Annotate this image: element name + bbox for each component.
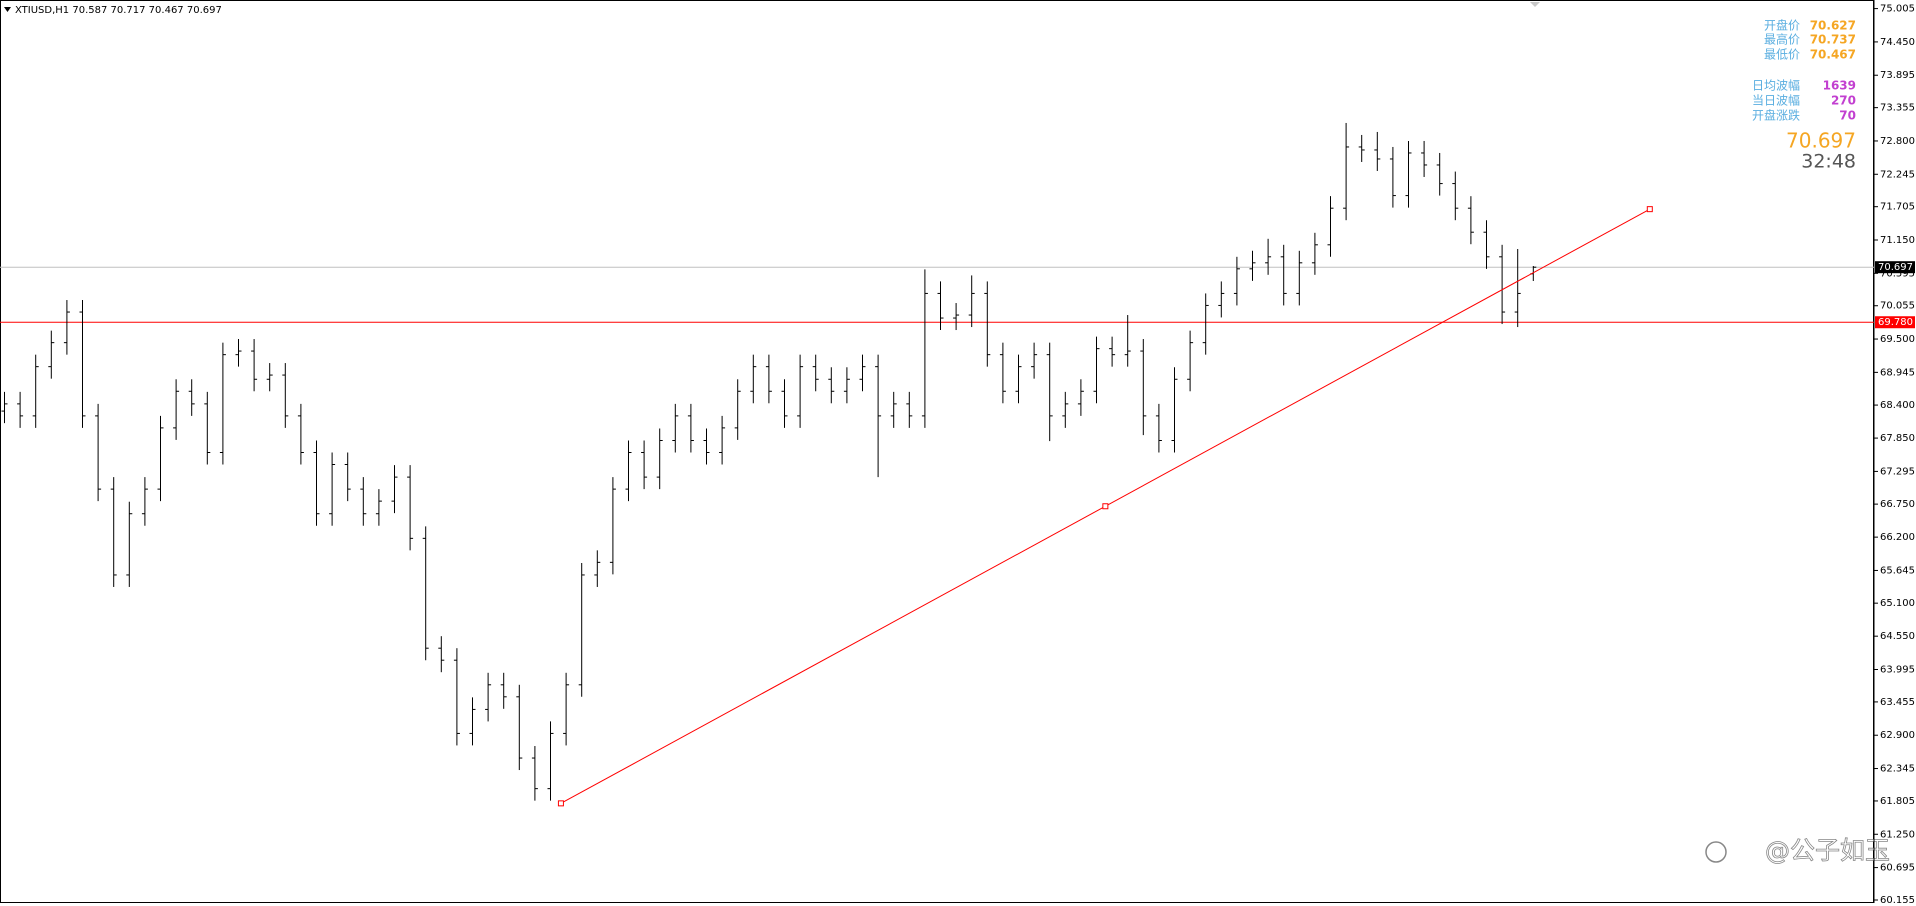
panel-value: 70.627: [1810, 19, 1856, 33]
y-tick-label: 65.100: [1880, 598, 1915, 609]
trendline-handle: [1646, 206, 1653, 213]
y-tick-label: 61.250: [1880, 829, 1915, 840]
price-label: 69.780: [1878, 317, 1913, 328]
chart-title: XTIUSD,H1 70.587 70.717 70.467 70.697: [15, 5, 222, 16]
panel-value: 1639: [1823, 79, 1856, 93]
trendline-mid-handle: [1102, 503, 1109, 510]
watermark-icon: [1705, 841, 1727, 863]
y-tick-label: 63.455: [1880, 697, 1915, 708]
shift-marker: [1530, 2, 1540, 7]
panel-label: 开盘涨跌: [1752, 108, 1800, 123]
panel-price: 70.697: [1786, 129, 1856, 153]
panel-label: 最高价: [1764, 32, 1800, 47]
trendline-handle: [557, 800, 564, 807]
y-tick-label: 67.295: [1880, 466, 1915, 477]
price-label: 70.697: [1878, 262, 1913, 273]
y-tick-label: 72.245: [1880, 169, 1915, 180]
y-tick-label: 62.900: [1880, 730, 1915, 741]
watermark: @公子如玉: [1765, 836, 1890, 865]
panel-value: 70: [1839, 109, 1856, 123]
y-tick-label: 73.895: [1880, 70, 1915, 81]
y-tick-label: 70.055: [1880, 301, 1915, 312]
y-tick-label: 69.500: [1880, 334, 1915, 345]
y-tick-label: 67.850: [1880, 433, 1915, 444]
y-tick-label: 68.945: [1880, 367, 1915, 378]
y-tick-label: 71.150: [1880, 235, 1915, 246]
y-tick-label: 71.705: [1880, 202, 1915, 213]
y-tick-label: 73.355: [1880, 103, 1915, 114]
y-tick-label: 74.450: [1880, 37, 1915, 48]
y-tick-label: 75.005: [1880, 4, 1915, 15]
panel-value: 70.737: [1810, 33, 1856, 47]
y-tick-label: 62.345: [1880, 764, 1915, 775]
panel-label: 日均波幅: [1752, 78, 1800, 93]
price-label-box: [1875, 261, 1915, 274]
y-tick-label: 66.200: [1880, 532, 1915, 543]
y-tick-label: 61.805: [1880, 796, 1915, 807]
y-tick-label: 65.645: [1880, 565, 1915, 576]
y-tick-label: 70.595: [1880, 268, 1915, 279]
y-tick-label: 64.550: [1880, 631, 1915, 642]
y-tick-label: 60.155: [1880, 895, 1915, 906]
y-tick-label: 68.400: [1880, 400, 1915, 411]
title-arrow: [4, 7, 11, 12]
panel-label: 最低价: [1764, 48, 1800, 62]
panel-label: 当日波幅: [1752, 93, 1800, 108]
y-tick-label: 66.750: [1880, 499, 1915, 510]
y-tick-label: 63.995: [1880, 664, 1915, 675]
price-label-box: [1875, 316, 1915, 329]
panel-value: 270: [1831, 94, 1856, 108]
panel-value: 70.467: [1810, 48, 1856, 62]
y-tick-label: 72.800: [1880, 136, 1915, 147]
panel-label: 开盘价: [1764, 18, 1800, 33]
y-tick-label: 60.695: [1880, 863, 1915, 874]
panel-timer: 32:48: [1801, 151, 1856, 173]
